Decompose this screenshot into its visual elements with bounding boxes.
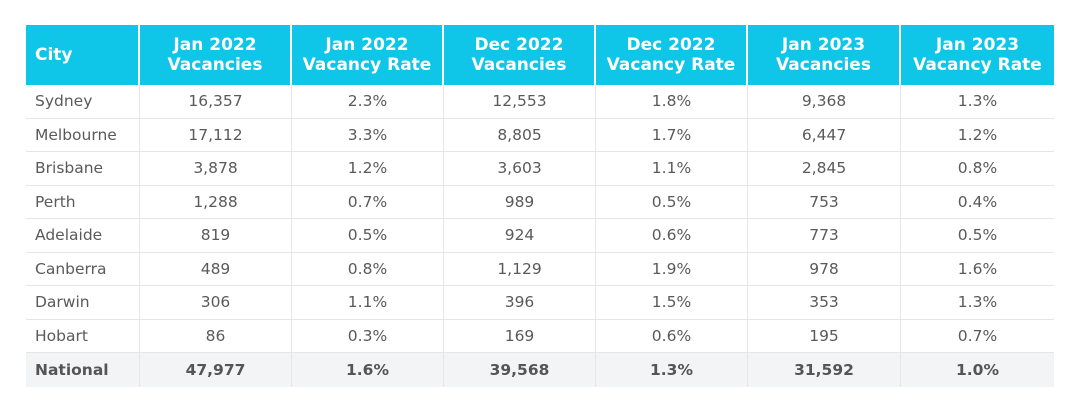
vacancy-table-container: City Jan 2022 Vacancies Jan 2022 Vacancy R… (26, 25, 1054, 387)
table-cell: 306 (140, 286, 292, 320)
table-cell: 0.3% (292, 319, 444, 353)
header-jan2022-vacancies: Jan 2022 Vacancies (140, 25, 292, 85)
table-cell: 17,112 (140, 118, 292, 152)
table-row: Hobart 86 0.3% 169 0.6% 195 0.7% (26, 319, 1054, 353)
table-header: City Jan 2022 Vacancies Jan 2022 Vacancy R… (26, 25, 1054, 85)
table-cell: 0.4% (901, 186, 1054, 219)
table-cell: 396 (444, 286, 596, 320)
table-cell: 1.6% (901, 253, 1054, 286)
header-city: City (26, 25, 140, 85)
table-cell: 753 (748, 185, 901, 219)
table-cell: 1.7% (596, 118, 748, 152)
table-cell: 0.7% (292, 185, 444, 219)
header-jan2023-vacancies: Jan 2023 Vacancies (748, 25, 901, 85)
cell-city: Hobart (26, 319, 140, 353)
table-cell: 3.3% (292, 118, 444, 152)
header-dec2022-rate: Dec 2022 Vacancy Rate (596, 25, 748, 85)
header-jan2022-rate: Jan 2022 Vacancy Rate (292, 25, 444, 85)
table-cell: 1.5% (596, 286, 748, 320)
table-cell: 31,592 (748, 353, 901, 387)
table-cell: 47,977 (140, 353, 292, 387)
table-cell: 1.3% (901, 286, 1054, 320)
header-line2: Vacancy Rate (606, 55, 736, 75)
table-cell: 489 (140, 252, 292, 286)
header-line1: Dec 2022 (626, 35, 716, 55)
vacancy-table: City Jan 2022 Vacancies Jan 2022 Vacancy R… (26, 25, 1054, 387)
table-row: Canberra 489 0.8% 1,129 1.9% 978 1.6% (26, 252, 1054, 286)
header-line1: Jan 2023 (935, 35, 1020, 55)
cell-city: Brisbane (26, 152, 140, 186)
table-cell: 0.6% (596, 219, 748, 253)
table-cell: 0.5% (292, 219, 444, 253)
table-cell: 1.2% (901, 119, 1054, 152)
table-cell: 0.8% (901, 152, 1054, 186)
table-cell: 6,447 (748, 118, 901, 152)
header-line2: Vacancies (471, 55, 567, 75)
cell-city: Sydney (26, 85, 140, 119)
table-cell: 2,845 (748, 152, 901, 186)
header-line1: Jan 2023 (781, 35, 866, 55)
table-cell: 3,603 (444, 152, 596, 186)
table-row: Sydney 16,357 2.3% 12,553 1.8% 9,368 1.3% (26, 85, 1054, 119)
table-cell: 0.5% (901, 219, 1054, 253)
header-row: City Jan 2022 Vacancies Jan 2022 Vacancy R… (26, 25, 1054, 85)
table-row: Perth 1,288 0.7% 989 0.5% 753 0.4% (26, 185, 1054, 219)
table-cell: 39,568 (444, 353, 596, 387)
table-cell: 1.2% (292, 152, 444, 186)
header-line1: Jan 2022 (173, 35, 257, 55)
table-body: Sydney 16,357 2.3% 12,553 1.8% 9,368 1.3% Melbo… (26, 85, 1054, 387)
table-cell: 353 (748, 286, 901, 320)
cell-city: Melbourne (26, 118, 140, 152)
table-row: Darwin 306 1.1% 396 1.5% 353 1.3% (26, 286, 1054, 320)
cell-city: Darwin (26, 286, 140, 320)
table-cell: 1.9% (596, 252, 748, 286)
table-cell: 16,357 (140, 85, 292, 119)
table-cell: 0.7% (901, 320, 1054, 353)
table-cell: 1.6% (292, 353, 444, 387)
cell-city: Adelaide (26, 219, 140, 253)
table-cell: 86 (140, 319, 292, 353)
header-jan2023-rate: Jan 2023 Vacancy Rate (901, 25, 1054, 85)
table-row-national: National 47,977 1.6% 39,568 1.3% 31,592 1.0% (26, 353, 1054, 387)
table-row: Adelaide 819 0.5% 924 0.6% 773 0.5% (26, 219, 1054, 253)
table-cell: 12,553 (444, 85, 596, 119)
table-cell: 1.3% (901, 85, 1054, 119)
header-line2: Vacancy Rate (302, 55, 432, 75)
header-line1: Dec 2022 (474, 35, 564, 55)
table-row: Brisbane 3,878 1.2% 3,603 1.1% 2,845 0.8% (26, 152, 1054, 186)
header-line2: Vacancy Rate (913, 55, 1042, 75)
table-cell: 0.5% (596, 185, 748, 219)
table-cell: 1.1% (596, 152, 748, 186)
table-cell: 8,805 (444, 118, 596, 152)
table-cell: 2.3% (292, 85, 444, 119)
table-cell: 195 (748, 319, 901, 353)
cell-city: Canberra (26, 252, 140, 286)
table-cell: 773 (748, 219, 901, 253)
table-cell: 1.8% (596, 85, 748, 119)
header-city-label: City (35, 45, 73, 65)
cell-city: Perth (26, 185, 140, 219)
table-cell: 989 (444, 185, 596, 219)
table-cell: 1,129 (444, 252, 596, 286)
table-cell: 3,878 (140, 152, 292, 186)
table-cell: 0.6% (596, 319, 748, 353)
table-cell: 9,368 (748, 85, 901, 119)
table-cell: 978 (748, 252, 901, 286)
header-line1: Jan 2022 (325, 35, 409, 55)
header-dec2022-vacancies: Dec 2022 Vacancies (444, 25, 596, 85)
table-cell: 924 (444, 219, 596, 253)
table-cell: 1.3% (596, 353, 748, 387)
table-cell: 169 (444, 319, 596, 353)
table-cell: 0.8% (292, 252, 444, 286)
table-cell: 819 (140, 219, 292, 253)
table-cell: 1,288 (140, 185, 292, 219)
cell-city: National (26, 353, 140, 387)
table-cell: 1.0% (901, 353, 1054, 387)
header-line2: Vacancies (167, 55, 263, 75)
table-cell: 1.1% (292, 286, 444, 320)
table-row: Melbourne 17,112 3.3% 8,805 1.7% 6,447 1.2% (26, 118, 1054, 152)
header-line2: Vacancies (776, 55, 871, 75)
